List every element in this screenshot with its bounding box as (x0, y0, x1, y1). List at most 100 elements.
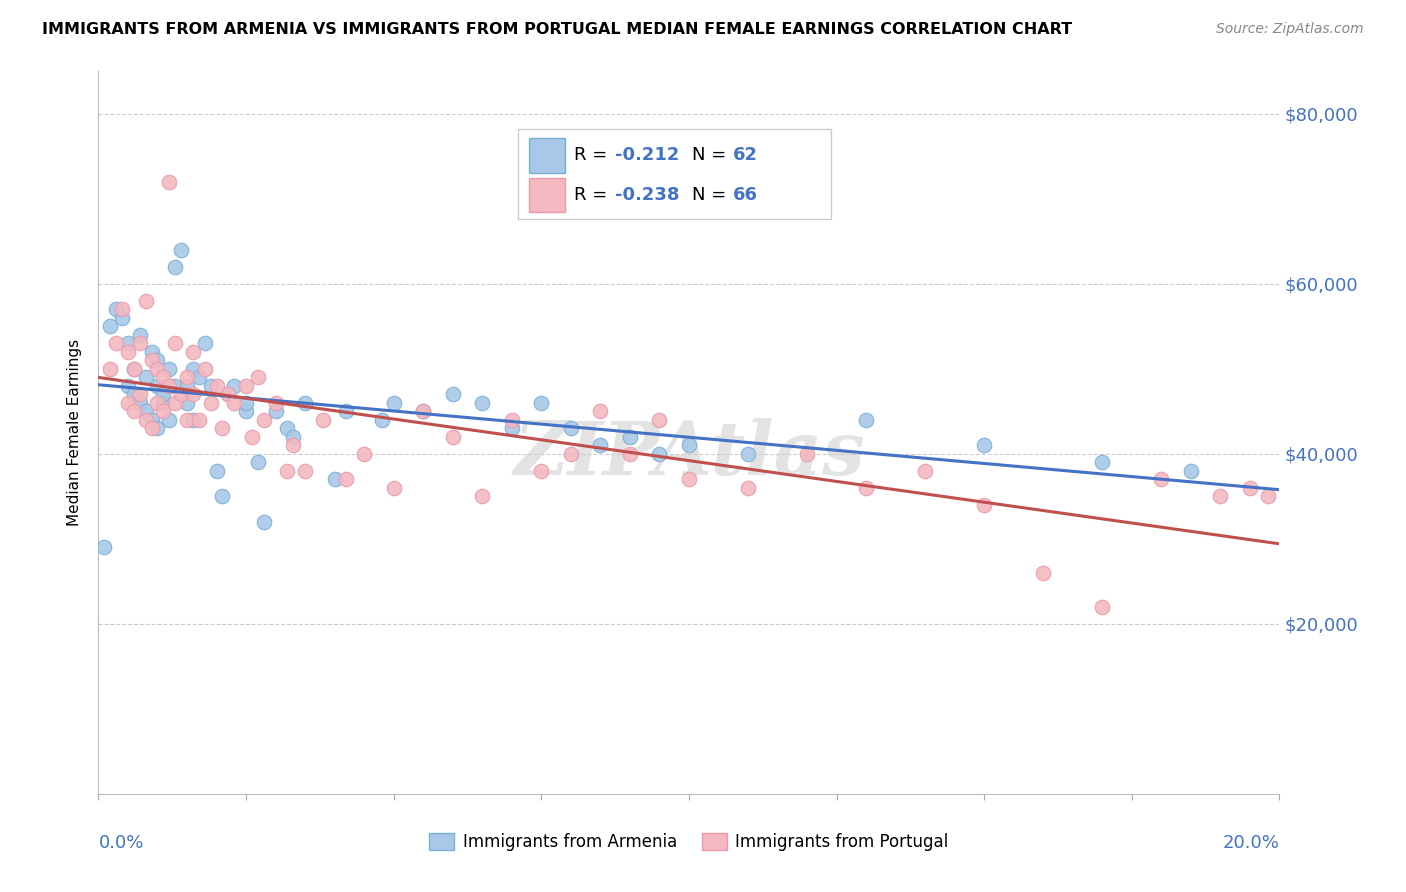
Bar (530, 138, 565, 172)
Point (855, 413, 877, 427)
Point (146, 421, 169, 435)
Point (1091, 455, 1114, 469)
Point (181, 413, 204, 427)
Point (117, 336, 139, 351)
Point (1209, 489, 1232, 503)
FancyBboxPatch shape (517, 129, 831, 219)
Text: R =: R = (575, 186, 613, 204)
Point (128, 387, 150, 401)
Point (157, 379, 180, 393)
Point (211, 421, 233, 435)
Point (146, 362, 169, 376)
Legend: Immigrants from Armenia, Immigrants from Portugal: Immigrants from Armenia, Immigrants from… (423, 826, 955, 858)
Point (796, 447, 818, 461)
Point (157, 413, 180, 427)
Point (501, 421, 523, 435)
Point (135, 404, 157, 418)
Point (1239, 481, 1261, 495)
Point (530, 464, 553, 478)
Point (200, 379, 222, 393)
Point (353, 447, 375, 461)
Point (105, 336, 128, 351)
Point (194, 362, 217, 376)
Point (194, 336, 217, 351)
Point (737, 447, 759, 461)
Point (253, 413, 276, 427)
Point (264, 404, 287, 418)
Point (205, 379, 228, 393)
Text: IMMIGRANTS FROM ARMENIA VS IMMIGRANTS FROM PORTUGAL MEDIAN FEMALE EARNINGS CORRE: IMMIGRANTS FROM ARMENIA VS IMMIGRANTS FR… (42, 22, 1073, 37)
Point (176, 370, 198, 384)
Point (165, 379, 187, 393)
Text: 0.0%: 0.0% (98, 834, 143, 852)
Point (224, 396, 246, 410)
Point (122, 362, 145, 376)
Point (176, 396, 198, 410)
Point (619, 447, 641, 461)
Point (589, 404, 612, 418)
Point (135, 370, 157, 384)
Point (530, 396, 553, 410)
Point (246, 455, 269, 469)
Point (1150, 472, 1173, 486)
Point (619, 430, 641, 444)
Point (117, 396, 139, 410)
Point (181, 387, 204, 401)
Point (560, 421, 582, 435)
Point (240, 430, 263, 444)
Point (276, 464, 298, 478)
Point (141, 421, 163, 435)
Point (187, 370, 209, 384)
Point (146, 353, 169, 368)
Point (141, 353, 163, 368)
Point (589, 438, 612, 452)
Point (128, 327, 150, 342)
Point (312, 413, 335, 427)
Point (235, 396, 257, 410)
Point (382, 481, 405, 495)
Point (1257, 489, 1279, 503)
Point (371, 413, 394, 427)
Point (678, 472, 700, 486)
Point (560, 447, 582, 461)
Point (135, 413, 157, 427)
Point (205, 464, 228, 478)
Point (146, 396, 169, 410)
Point (323, 472, 346, 486)
Point (122, 387, 145, 401)
Point (973, 438, 995, 452)
Y-axis label: Median Female Earnings: Median Female Earnings (67, 339, 83, 526)
Point (246, 370, 269, 384)
Point (471, 396, 494, 410)
Point (253, 515, 276, 529)
Point (264, 396, 287, 410)
Point (412, 404, 434, 418)
Point (412, 404, 434, 418)
Point (157, 175, 180, 189)
Point (141, 344, 163, 359)
Point (283, 430, 305, 444)
Text: N =: N = (693, 146, 733, 164)
Point (1180, 464, 1202, 478)
Text: -0.238: -0.238 (614, 186, 679, 204)
Point (141, 413, 163, 427)
Point (382, 396, 405, 410)
Point (152, 404, 174, 418)
Point (98, 362, 121, 376)
Point (648, 413, 671, 427)
Point (855, 481, 877, 495)
Point (146, 379, 169, 393)
Point (152, 396, 174, 410)
Text: -0.212: -0.212 (614, 146, 679, 164)
Point (128, 396, 150, 410)
Point (181, 344, 204, 359)
Bar (530, 178, 565, 212)
Point (294, 464, 316, 478)
Point (294, 396, 316, 410)
Text: Source: ZipAtlas.com: Source: ZipAtlas.com (1216, 22, 1364, 37)
Point (157, 362, 180, 376)
Text: N =: N = (693, 186, 733, 204)
Point (471, 489, 494, 503)
Point (914, 464, 936, 478)
Point (335, 404, 357, 418)
